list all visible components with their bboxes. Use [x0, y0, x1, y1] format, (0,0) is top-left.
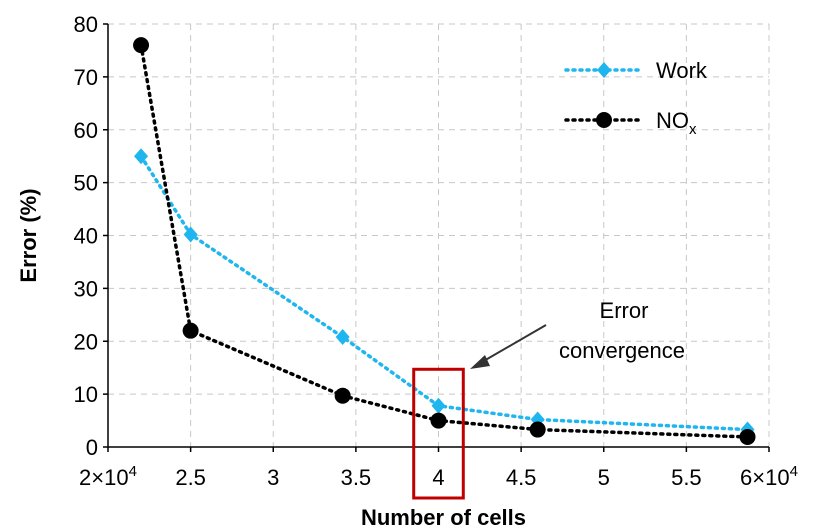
annotation-arrowhead [470, 355, 490, 369]
legend: Work NOx [564, 58, 708, 138]
tick-labels: 0 10 20 30 40 50 60 70 80 2×104 2.5 3 3.5 4 4.5 5 5.5 6×1… [74, 12, 798, 490]
x-tick-label: 3 [267, 465, 279, 490]
no-data-point [529, 421, 546, 438]
no-data-point [133, 37, 150, 54]
x-tick-label: 3.5 [341, 465, 372, 490]
no-data-point [430, 412, 447, 429]
x-tick-label: 2×104 [79, 463, 137, 490]
no-data-point [334, 387, 351, 404]
legend-work-label: Work [656, 58, 708, 83]
y-tick-label: 30 [74, 276, 98, 301]
y-tick-label: 20 [74, 329, 98, 354]
grid-lines [108, 23, 770, 447]
y-tick-label: 80 [74, 12, 98, 37]
legend-no-label: NOx [656, 108, 697, 138]
x-tick-label: 4.5 [506, 465, 537, 490]
y-tick-label: 10 [74, 382, 98, 407]
work-data-point [431, 397, 446, 414]
legend-no-marker [596, 112, 612, 128]
work-data-point [183, 226, 198, 243]
y-tick-label: 0 [86, 435, 98, 460]
legend-work-marker [597, 62, 611, 78]
y-tick-label: 60 [74, 118, 98, 143]
x-axis-title: Number of cells [361, 505, 526, 529]
axes [103, 23, 770, 452]
convergence-highlight-box [412, 367, 465, 500]
work-series-line [139, 154, 750, 432]
annotation-text-line1: Error [600, 298, 649, 323]
work-data-point [134, 148, 149, 165]
y-tick-label: 40 [74, 224, 98, 249]
x-tick-label: 4 [432, 465, 444, 490]
x-tick-label: 2.5 [175, 465, 206, 490]
annotation: Error convergence [412, 298, 685, 500]
x-tick-label: 5 [598, 465, 610, 490]
x-tick-label: 5.5 [671, 465, 702, 490]
x-tick-label: 6×104 [740, 463, 798, 490]
no-data-point [739, 428, 756, 445]
work-data-point [335, 329, 350, 346]
series-layer [133, 37, 756, 445]
y-tick-label: 70 [74, 65, 98, 90]
annotation-arrow [481, 324, 547, 363]
y-axis-title: Error (%) [16, 188, 41, 282]
y-tick-label: 50 [74, 171, 98, 196]
no-series-line [139, 43, 750, 439]
annotation-text-line2: convergence [559, 338, 685, 363]
no-data-point [182, 322, 199, 339]
